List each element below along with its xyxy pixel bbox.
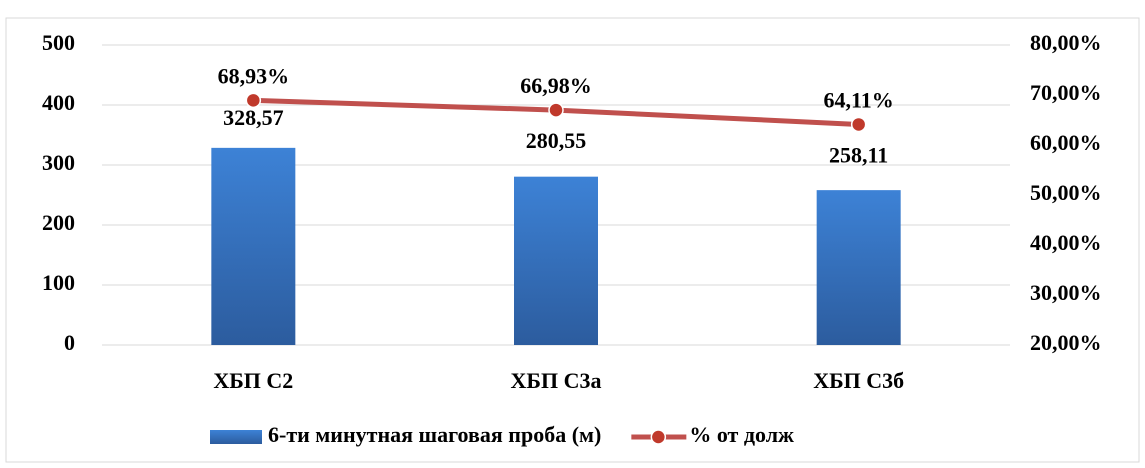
- y2-tick-label: 40,00%: [1030, 230, 1102, 255]
- data-label: 68,93%: [218, 63, 290, 88]
- marker: [548, 102, 564, 118]
- data-label: 66,98%: [520, 73, 592, 98]
- y-tick-label: 0: [64, 330, 75, 355]
- bar: [816, 190, 901, 345]
- y2-tick-label: 70,00%: [1030, 80, 1102, 105]
- marker: [850, 116, 867, 133]
- y-tick-label: 300: [42, 150, 75, 175]
- y2-tick-label: 50,00%: [1030, 180, 1102, 205]
- y2-tick-label: 60,00%: [1030, 130, 1102, 155]
- y-tick-label: 200: [42, 210, 75, 235]
- y2-tick-label: 80,00%: [1030, 30, 1102, 55]
- y-tick-label: 100: [42, 270, 75, 295]
- data-label: 328,57: [223, 105, 284, 130]
- data-label: 258,11: [829, 142, 888, 167]
- bar: [514, 176, 598, 345]
- y2-tick-label: 20,00%: [1030, 330, 1102, 355]
- marker: [245, 92, 262, 109]
- x-tick-label: ХБП С2: [213, 368, 293, 393]
- data-label: 64,11%: [824, 87, 894, 112]
- x-tick-label: ХБП С3б: [813, 368, 904, 393]
- bar: [211, 147, 296, 345]
- legend-label: 6-ти минутная шаговая проба (м): [268, 422, 601, 447]
- legend-swatch: [210, 430, 262, 444]
- x-tick-label: ХБП С3а: [511, 368, 602, 393]
- y-tick-label: 500: [42, 30, 75, 55]
- y-tick-label: 400: [42, 90, 75, 115]
- y2-tick-label: 30,00%: [1030, 280, 1102, 305]
- legend-marker: [650, 429, 667, 445]
- data-label: 280,55: [526, 128, 587, 153]
- legend-label: % от долж: [689, 422, 794, 447]
